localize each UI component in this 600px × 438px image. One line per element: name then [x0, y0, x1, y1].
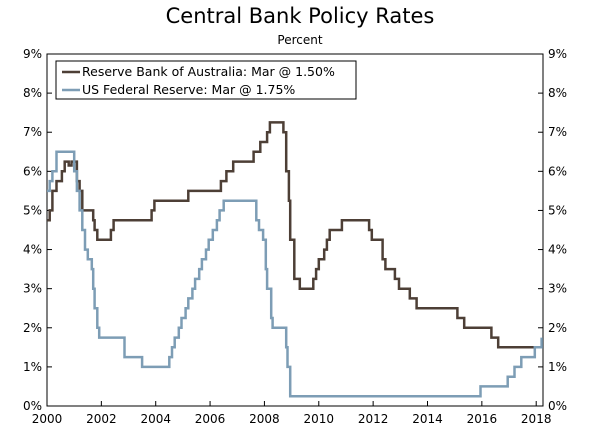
y-tick-label-right: 9% — [548, 47, 567, 61]
y-tick-label-right: 4% — [548, 243, 567, 257]
y-tick-label-left: 0% — [23, 399, 42, 413]
plot-frame — [46, 53, 544, 407]
series-line-fed — [47, 150, 543, 398]
legend: Reserve Bank of Australia: Mar @ 1.50% U… — [55, 60, 357, 100]
legend-label-rba: Reserve Bank of Australia: Mar @ 1.50% — [82, 64, 335, 79]
y-tick-label-right: 5% — [548, 203, 567, 217]
y-tick-label-right: 2% — [548, 321, 567, 335]
y-tick-label-right: 3% — [548, 282, 567, 296]
y-tick-label-left: 3% — [23, 282, 42, 296]
y-tick-label-right: 8% — [548, 86, 567, 100]
y-tick-label-left: 2% — [23, 321, 42, 335]
y-tick-label-left: 9% — [23, 47, 42, 61]
y-tick-label-right: 1% — [548, 360, 567, 374]
y-tick-label-right: 7% — [548, 125, 567, 139]
x-tick-label: 2008 — [249, 412, 280, 426]
chart-title: Central Bank Policy Rates — [165, 4, 435, 28]
x-tick-label: 2006 — [195, 412, 226, 426]
x-tick-label: 2018 — [521, 412, 552, 426]
legend-label-fed: US Federal Reserve: Mar @ 1.75% — [82, 82, 295, 97]
x-tick-label: 2016 — [467, 412, 498, 426]
y-tick-label-left: 1% — [23, 360, 42, 374]
legend-box — [55, 60, 357, 100]
x-tick-label: 2004 — [140, 412, 171, 426]
chart-subtitle: Percent — [277, 33, 323, 47]
y-tick-label-right: 6% — [548, 164, 567, 178]
y-tick-label-left: 5% — [23, 203, 42, 217]
y-tick-label-right: 0% — [548, 399, 567, 413]
x-tick-label: 2014 — [412, 412, 443, 426]
x-tick-label: 2002 — [86, 412, 117, 426]
series-line-rba — [47, 121, 542, 349]
y-tick-label-left: 8% — [23, 86, 42, 100]
x-tick-label: 2010 — [304, 412, 335, 426]
lines-layer — [47, 121, 543, 398]
y-tick-label-left: 7% — [23, 125, 42, 139]
y-tick-label-left: 4% — [23, 243, 42, 257]
y-tick-label-left: 6% — [23, 164, 42, 178]
ticks-layer: 0% 0% 1% 1% 2% 2% 3% 3% 4% 4% 5% 5% 6% 6% 7% 7% 8% 8% 9% 9%… — [23, 47, 567, 426]
x-tick-label: 2000 — [32, 412, 63, 426]
x-tick-label: 2012 — [358, 412, 389, 426]
